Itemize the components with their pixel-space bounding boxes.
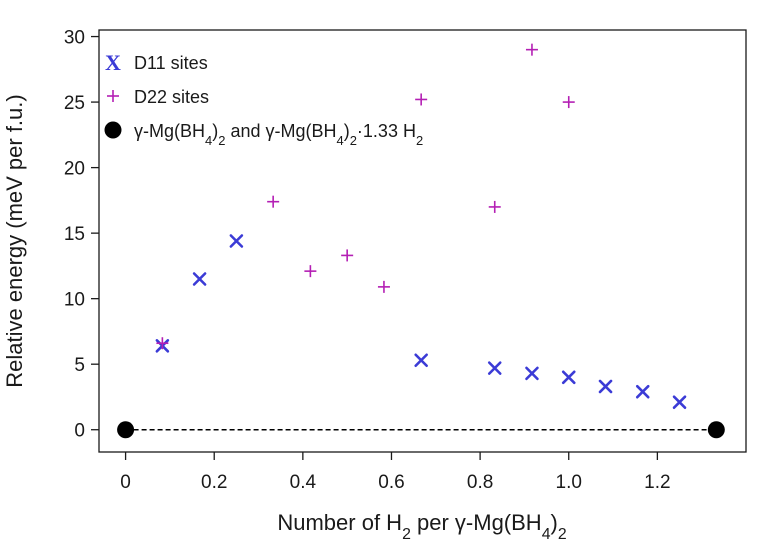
x-tick-label: 0 <box>120 472 131 493</box>
x-axis: 0 0.2 0.4 0.6 0.8 1.0 1.2 <box>120 452 671 493</box>
legend-label: γ-Mg(BH4)2 and γ-Mg(BH4)2·1.33 H2 <box>134 121 423 148</box>
d22-point <box>156 337 169 350</box>
d11-point <box>561 370 576 385</box>
d22-point <box>304 265 317 278</box>
d11-point <box>192 272 207 286</box>
legend-item-1: X D11 sites <box>105 50 208 75</box>
d22-point <box>267 195 280 208</box>
y-tick-label: 30 <box>64 28 85 49</box>
d11-point <box>229 234 244 248</box>
d11-point <box>672 395 687 409</box>
d22-point <box>341 249 354 262</box>
y-tick-label: 0 <box>74 421 85 442</box>
y-axis-label: Relative energy (meV per f.u.) <box>2 94 27 387</box>
legend-marker <box>104 121 122 139</box>
d22-point <box>525 43 538 56</box>
y-tick-label: 10 <box>64 290 85 311</box>
d22-point <box>562 96 575 109</box>
data-points <box>117 43 725 439</box>
x-tick-label: 1.0 <box>556 472 582 493</box>
x-tick-label: 1.2 <box>644 472 670 493</box>
y-tick-label: 15 <box>64 224 85 245</box>
legend-item-3: γ-Mg(BH4)2 and γ-Mg(BH4)2·1.33 H2 <box>104 121 423 148</box>
reference-point <box>707 421 725 439</box>
x-tick-label: 0.2 <box>201 472 227 493</box>
x-tick-label: 0.4 <box>290 472 317 493</box>
x-axis-label: Number of H2 per γ-Mg(BH4)2 <box>277 510 566 543</box>
plot-frame <box>98 29 747 453</box>
legend-marker <box>107 90 119 102</box>
y-tick-label: 25 <box>64 93 85 114</box>
d22-point <box>415 93 428 106</box>
d11-point <box>525 366 539 381</box>
reference-point <box>117 421 135 439</box>
x-tick-label: 0.8 <box>467 472 493 493</box>
legend-marker-x: X <box>105 50 121 75</box>
legend: X D11 sites D22 sites γ-Mg(BH4)2 and γ-Mg(B… <box>104 50 423 148</box>
d11-point <box>635 384 650 399</box>
legend-item-2: D22 sites <box>107 87 209 107</box>
d11-point <box>487 361 502 375</box>
legend-label: D11 sites <box>134 53 208 73</box>
x-tick-label: 0.6 <box>378 472 404 493</box>
legend-label: D22 sites <box>134 87 209 107</box>
d11-point <box>598 379 613 394</box>
d11-point <box>414 353 428 368</box>
y-axis: 0 5 10 15 20 25 30 <box>64 28 99 442</box>
d22-point <box>488 200 501 213</box>
y-tick-label: 5 <box>74 355 85 376</box>
y-tick-label: 20 <box>64 159 85 180</box>
d22-point <box>377 280 390 293</box>
